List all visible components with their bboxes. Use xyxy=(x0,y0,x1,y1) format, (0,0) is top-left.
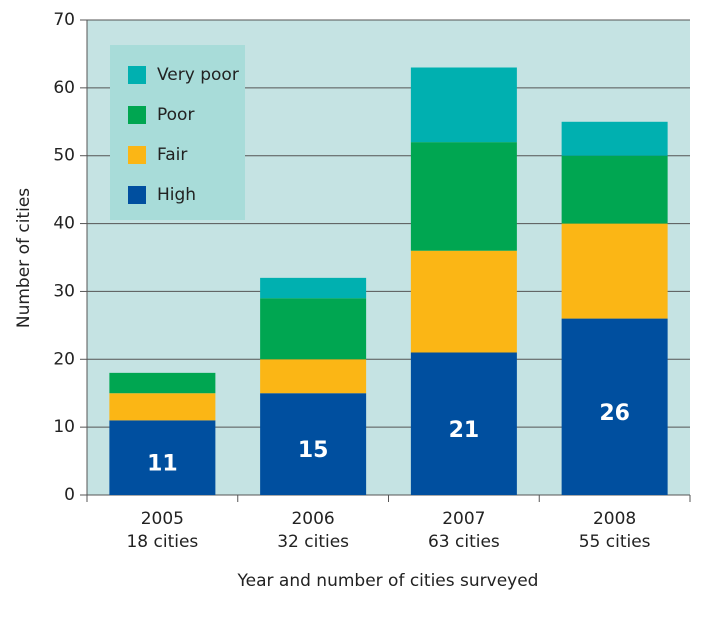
bar-segment xyxy=(260,277,367,299)
legend-swatch xyxy=(128,186,146,204)
data-label: 26 xyxy=(599,401,630,426)
y-tick-label: 0 xyxy=(64,485,75,505)
y-tick-label: 60 xyxy=(53,78,75,98)
y-tick-label: 10 xyxy=(53,417,75,437)
data-label: 21 xyxy=(449,418,480,443)
legend-label: High xyxy=(157,185,196,205)
legend-swatch xyxy=(128,106,146,124)
legend-label: Fair xyxy=(157,145,187,165)
bar-segment xyxy=(109,420,216,495)
bar-segment xyxy=(410,352,517,495)
x-tick-label: 63 cities xyxy=(428,532,500,552)
data-label: 11 xyxy=(147,452,178,477)
y-tick-label: 30 xyxy=(53,281,75,301)
x-tick-label: 2008 xyxy=(593,509,636,529)
x-axis-title: Year and number of cities surveyed xyxy=(237,571,539,591)
bar-segment xyxy=(410,67,517,143)
y-tick-label: 20 xyxy=(53,349,75,369)
bar-segment xyxy=(561,155,668,224)
y-tick-label: 40 xyxy=(53,214,75,234)
bar-segment xyxy=(561,223,668,319)
bar-segment xyxy=(410,250,517,353)
legend-label: Poor xyxy=(157,105,194,125)
y-tick-label: 70 xyxy=(53,10,75,30)
y-tick-label: 50 xyxy=(53,146,75,166)
x-tick-label: 2006 xyxy=(291,509,334,529)
legend-label: Very poor xyxy=(157,65,239,85)
x-tick-label: 2007 xyxy=(442,509,485,529)
x-tick-label: 2005 xyxy=(141,509,184,529)
bar-segment xyxy=(109,372,216,394)
bar-segment xyxy=(260,298,367,360)
bar-segment xyxy=(109,393,216,421)
y-axis-title: Number of cities xyxy=(14,188,34,328)
legend-swatch xyxy=(128,66,146,84)
bar-segment xyxy=(260,359,367,394)
bar-segment xyxy=(260,393,367,495)
x-tick-label: 55 cities xyxy=(579,532,651,552)
legend-swatch xyxy=(128,146,146,164)
x-tick-label: 18 cities xyxy=(126,532,198,552)
bar-segment xyxy=(410,142,517,251)
bar-segment xyxy=(561,121,668,156)
bar-segment xyxy=(561,318,668,495)
data-label: 15 xyxy=(298,438,329,463)
x-tick-label: 32 cities xyxy=(277,532,349,552)
